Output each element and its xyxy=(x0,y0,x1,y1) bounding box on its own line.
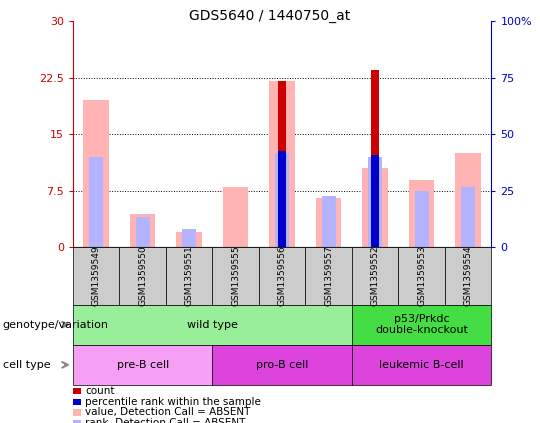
Bar xyxy=(275,153,289,247)
Bar xyxy=(461,187,475,247)
Text: pro-B cell: pro-B cell xyxy=(256,360,308,370)
Text: leukemic B-cell: leukemic B-cell xyxy=(379,360,464,370)
Text: wild type: wild type xyxy=(187,320,238,330)
Bar xyxy=(371,155,379,247)
Bar xyxy=(278,82,286,247)
Text: GDS5640 / 1440750_at: GDS5640 / 1440750_at xyxy=(190,9,350,23)
Text: pre-B cell: pre-B cell xyxy=(117,360,169,370)
Bar xyxy=(83,100,109,247)
Text: cell type: cell type xyxy=(3,360,50,370)
Bar xyxy=(278,151,286,247)
Text: GSM1359556: GSM1359556 xyxy=(278,246,287,306)
Text: rank, Detection Call = ABSENT: rank, Detection Call = ABSENT xyxy=(85,418,246,423)
Text: count: count xyxy=(85,386,115,396)
Bar xyxy=(269,82,295,247)
Bar xyxy=(409,180,435,247)
Bar xyxy=(223,187,248,247)
Bar xyxy=(177,232,202,247)
Bar xyxy=(130,214,156,247)
Bar xyxy=(415,191,429,247)
Text: GSM1359550: GSM1359550 xyxy=(138,246,147,306)
Text: GSM1359552: GSM1359552 xyxy=(370,246,380,306)
Bar xyxy=(455,153,481,247)
Text: percentile rank within the sample: percentile rank within the sample xyxy=(85,397,261,407)
Text: GSM1359557: GSM1359557 xyxy=(324,246,333,306)
Bar xyxy=(316,198,341,247)
Bar xyxy=(182,228,196,247)
Bar xyxy=(362,168,388,247)
Text: GSM1359555: GSM1359555 xyxy=(231,246,240,306)
Text: genotype/variation: genotype/variation xyxy=(3,320,109,330)
Bar xyxy=(368,157,382,247)
Bar xyxy=(136,217,150,247)
Bar xyxy=(322,196,336,247)
Text: GSM1359554: GSM1359554 xyxy=(464,246,472,306)
Text: GSM1359551: GSM1359551 xyxy=(185,246,194,306)
Text: GSM1359553: GSM1359553 xyxy=(417,246,426,306)
Text: GSM1359549: GSM1359549 xyxy=(92,246,100,306)
Text: p53/Prkdc
double-knockout: p53/Prkdc double-knockout xyxy=(375,314,468,335)
Bar xyxy=(89,157,103,247)
Text: value, Detection Call = ABSENT: value, Detection Call = ABSENT xyxy=(85,407,251,418)
Bar xyxy=(371,70,379,247)
